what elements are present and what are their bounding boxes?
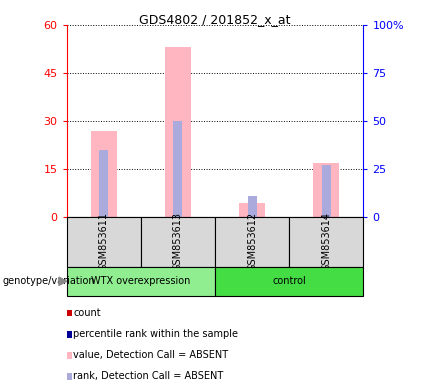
Bar — [313, 162, 339, 217]
Bar — [215, 267, 363, 296]
Text: value, Detection Call = ABSENT: value, Detection Call = ABSENT — [73, 350, 228, 360]
Text: count: count — [73, 308, 101, 318]
Bar — [239, 203, 265, 217]
Text: WTX overexpression: WTX overexpression — [91, 276, 190, 286]
Text: percentile rank within the sample: percentile rank within the sample — [73, 329, 238, 339]
Bar — [165, 47, 191, 217]
Text: control: control — [272, 276, 306, 286]
Bar — [67, 217, 141, 267]
Bar — [91, 131, 117, 217]
Text: GSM853614: GSM853614 — [321, 212, 331, 271]
Text: GSM853612: GSM853612 — [247, 212, 257, 271]
Bar — [215, 217, 289, 267]
Text: GSM853611: GSM853611 — [99, 212, 109, 271]
Text: GSM853613: GSM853613 — [173, 212, 183, 271]
Text: rank, Detection Call = ABSENT: rank, Detection Call = ABSENT — [73, 371, 224, 381]
Bar — [248, 196, 257, 217]
Bar — [99, 150, 108, 217]
Text: genotype/variation: genotype/variation — [2, 276, 95, 286]
Bar — [67, 267, 215, 296]
Bar — [173, 121, 182, 217]
Bar — [141, 217, 215, 267]
Bar — [289, 217, 363, 267]
Text: GDS4802 / 201852_x_at: GDS4802 / 201852_x_at — [139, 13, 291, 26]
Bar — [322, 165, 331, 217]
